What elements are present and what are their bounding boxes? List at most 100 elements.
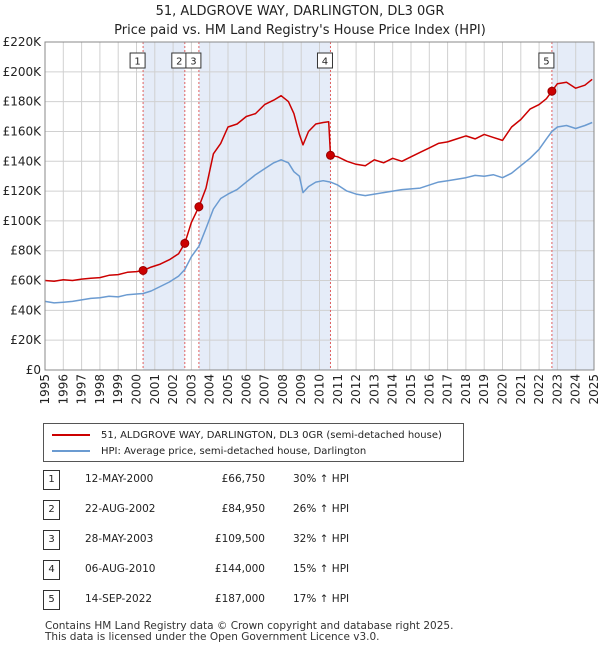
- footer-line-2: This data is licensed under the Open Gov…: [45, 631, 380, 643]
- highlight-period: [143, 42, 185, 370]
- sale-point: [138, 265, 148, 275]
- legend-swatch-hpi: [52, 450, 90, 452]
- sale-date: 14-SEP-2022: [85, 593, 153, 605]
- legend-swatch-property: [52, 434, 90, 436]
- sale-label-number: 2: [176, 57, 182, 68]
- y-tick-label: £140K: [3, 154, 43, 168]
- chart-title: 51, ALDGROVE WAY, DARLINGTON, DL3 0GR Pr…: [0, 2, 600, 40]
- y-tick-label: £220K: [3, 35, 43, 49]
- y-tick-label: £20K: [10, 333, 42, 347]
- x-tick-label: 2012: [349, 374, 363, 405]
- sale-hpi-diff: 30% ↑ HPI: [293, 473, 350, 485]
- sale-price: £84,950: [221, 503, 265, 515]
- sale-number-badge: 1: [43, 470, 60, 490]
- y-tick-label: £180K: [3, 95, 43, 109]
- y-tick-label: £40K: [10, 303, 42, 317]
- x-tick-label: 2011: [331, 374, 345, 405]
- sale-label-box: [316, 52, 333, 69]
- sale-row: 5 14-SEP-2022 £187,000 17% ↑ HPI: [43, 590, 443, 612]
- sale-number-badge: 2: [43, 500, 60, 520]
- x-tick-label: 2001: [148, 374, 162, 405]
- sale-label-number: 4: [322, 57, 328, 68]
- sale-hpi-diff: 15% ↑ HPI: [293, 563, 350, 575]
- sale-point: [325, 150, 335, 160]
- highlight-period: [551, 42, 594, 370]
- x-tick-label: 2015: [404, 374, 418, 405]
- legend-label-hpi: HPI: Average price, semi-detached house,…: [101, 445, 367, 457]
- sale-label-number: 5: [543, 57, 549, 68]
- sale-label-box: [538, 52, 555, 69]
- sale-hpi-diff: 32% ↑ HPI: [293, 533, 350, 545]
- x-tick-label: 2023: [550, 374, 564, 405]
- x-tick-label: 1995: [38, 374, 52, 405]
- footer-attribution: Contains HM Land Registry data © Crown c…: [45, 621, 453, 643]
- x-tick-label: 1997: [75, 374, 89, 405]
- x-tick-label: 2024: [569, 374, 583, 405]
- y-tick-label: £100K: [3, 214, 43, 228]
- sale-point: [180, 238, 190, 248]
- y-tick-label: £200K: [3, 65, 43, 79]
- sale-label-box: [185, 52, 202, 69]
- title-line-1: 51, ALDGROVE WAY, DARLINGTON, DL3 0GR: [155, 4, 445, 19]
- sale-row: 2 22-AUG-2002 £84,950 26% ↑ HPI: [43, 500, 443, 522]
- x-tick-label: 2017: [441, 374, 455, 405]
- x-tick-label: 2005: [221, 374, 235, 405]
- x-tick-label: 2009: [294, 374, 308, 405]
- x-tick-label: 2020: [496, 374, 510, 405]
- sale-date: 06-AUG-2010: [85, 563, 156, 575]
- sale-date: 12-MAY-2000: [85, 473, 154, 485]
- x-tick-label: 2019: [477, 374, 491, 405]
- x-tick-label: 2006: [239, 374, 253, 405]
- x-tick-label: 2003: [184, 374, 198, 405]
- sale-price: £187,000: [214, 593, 265, 605]
- sale-date: 22-AUG-2002: [85, 503, 156, 515]
- x-tick-label: 2010: [313, 374, 327, 405]
- sale-label-box: [129, 52, 146, 69]
- x-tick-label: 2018: [459, 374, 473, 405]
- sale-point: [547, 86, 557, 96]
- legend-item-property: 51, ALDGROVE WAY, DARLINGTON, DL3 0GR (s…: [52, 427, 442, 443]
- x-tick-label: 2025: [587, 374, 600, 405]
- legend: 51, ALDGROVE WAY, DARLINGTON, DL3 0GR (s…: [43, 423, 464, 462]
- sale-hpi-diff: 17% ↑ HPI: [293, 593, 350, 605]
- sale-number-badge: 4: [43, 560, 60, 580]
- x-tick-label: 2000: [130, 374, 144, 405]
- sale-row: 1 12-MAY-2000 £66,750 30% ↑ HPI: [43, 470, 443, 492]
- x-tick-label: 2002: [166, 374, 180, 405]
- x-tick-label: 2007: [258, 374, 272, 405]
- x-tick-label: 2014: [386, 374, 400, 405]
- x-tick-label: 2008: [276, 374, 290, 405]
- sale-point: [194, 202, 204, 212]
- footer-line-1: Contains HM Land Registry data © Crown c…: [45, 620, 454, 632]
- legend-item-hpi: HPI: Average price, semi-detached house,…: [52, 443, 366, 459]
- sale-hpi-diff: 26% ↑ HPI: [293, 503, 350, 515]
- y-tick-label: £80K: [10, 244, 42, 258]
- x-tick-label: 1999: [111, 374, 125, 405]
- y-tick-label: £120K: [3, 184, 43, 198]
- x-tick-label: 2022: [532, 374, 546, 405]
- y-tick-label: £160K: [3, 124, 43, 138]
- x-tick-label: 2021: [514, 374, 528, 405]
- plot-frame: [44, 41, 595, 371]
- sale-label-number: 1: [134, 57, 140, 68]
- legend-label-property: 51, ALDGROVE WAY, DARLINGTON, DL3 0GR (s…: [101, 429, 442, 441]
- x-tick-label: 2013: [367, 374, 381, 405]
- sale-date: 28-MAY-2003: [85, 533, 154, 545]
- sale-row: 4 06-AUG-2010 £144,000 15% ↑ HPI: [43, 560, 443, 582]
- x-tick-label: 1996: [56, 374, 70, 405]
- sale-row: 3 28-MAY-2003 £109,500 32% ↑ HPI: [43, 530, 443, 552]
- x-tick-label: 2004: [203, 374, 217, 405]
- title-line-2: Price paid vs. HM Land Registry's House …: [114, 23, 486, 38]
- sale-number-badge: 3: [43, 530, 60, 550]
- y-tick-label: £60K: [10, 274, 42, 288]
- sale-price: £109,500: [214, 533, 265, 545]
- x-tick-label: 1998: [93, 374, 107, 405]
- hpi-line: [44, 121, 593, 304]
- sale-label-number: 3: [190, 57, 196, 68]
- sale-price: £66,750: [221, 473, 265, 485]
- sale-price: £144,000: [214, 563, 265, 575]
- price-chart: £0 £20K £40K £60K £80K £100K £120K £140K £160K £1…: [3, 35, 600, 405]
- x-tick-label: 2016: [422, 374, 436, 405]
- y-tick-label: £0: [26, 363, 41, 377]
- sale-number-badge: 5: [43, 590, 60, 610]
